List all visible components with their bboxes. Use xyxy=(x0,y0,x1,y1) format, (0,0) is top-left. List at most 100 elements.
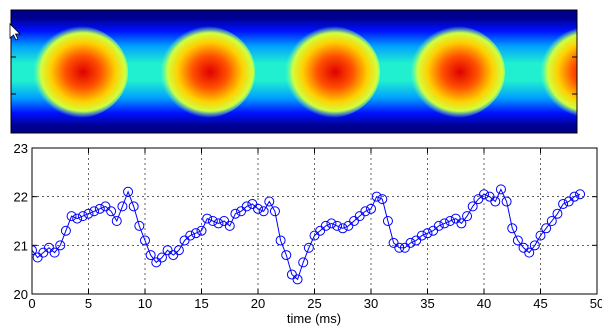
data-point xyxy=(445,216,456,226)
data-point xyxy=(309,230,320,241)
x-tick-labels: 0 5 10 15 20 25 30 35 40 45 50 xyxy=(28,296,602,311)
data-point xyxy=(94,203,105,214)
x-tick-label: 35 xyxy=(420,296,434,311)
y-tick-label: 22 xyxy=(14,190,28,205)
x-tick-label: 25 xyxy=(307,296,321,311)
heatmap-hotspot xyxy=(280,26,380,118)
data-point xyxy=(43,242,54,253)
data-point xyxy=(428,225,439,236)
cursor-icon xyxy=(9,23,21,41)
heatmap-hotspot xyxy=(535,26,577,118)
data-point xyxy=(55,240,66,251)
data-point xyxy=(38,247,49,258)
data-point xyxy=(405,237,416,248)
data-point xyxy=(89,206,100,217)
data-point xyxy=(371,191,382,202)
data-point xyxy=(241,201,252,212)
data-point xyxy=(495,184,506,195)
x-tick-label: 40 xyxy=(477,296,491,311)
line-plot-panel: 0 5 10 15 20 25 30 35 40 45 50 20 21 22 23 time (ms) xyxy=(14,141,602,326)
data-point xyxy=(388,237,399,248)
y-tick-labels: 20 21 22 23 xyxy=(14,141,28,302)
heatmap-frame xyxy=(10,9,578,134)
heatmap-hotspot xyxy=(155,26,255,118)
data-point xyxy=(151,257,162,268)
data-point xyxy=(83,208,94,219)
heatmap-hotspot xyxy=(405,26,505,118)
data-point xyxy=(224,220,235,231)
data-point xyxy=(507,223,518,234)
series-markers xyxy=(32,184,586,285)
data-point xyxy=(394,242,405,253)
data-point xyxy=(467,201,478,212)
data-point xyxy=(179,235,190,246)
data-point xyxy=(315,225,326,236)
y-tick-label: 21 xyxy=(14,238,28,253)
data-point xyxy=(264,196,275,207)
data-point xyxy=(111,216,122,226)
data-point xyxy=(552,208,563,219)
data-point xyxy=(269,206,280,217)
data-point xyxy=(156,252,167,263)
data-point xyxy=(343,220,354,231)
data-point xyxy=(32,252,43,263)
data-point xyxy=(399,242,410,253)
data-point xyxy=(490,196,501,207)
data-point xyxy=(100,201,111,212)
data-point xyxy=(450,213,461,224)
x-tick-label: 20 xyxy=(251,296,265,311)
data-point xyxy=(275,235,286,246)
data-point xyxy=(462,211,473,222)
data-point xyxy=(512,235,523,246)
data-point xyxy=(360,206,371,217)
data-point xyxy=(253,203,263,214)
data-point xyxy=(529,240,540,251)
data-point xyxy=(337,223,348,234)
x-tick-label: 30 xyxy=(364,296,378,311)
data-point xyxy=(558,198,569,209)
x-tick-label: 10 xyxy=(138,296,152,311)
data-point xyxy=(247,198,258,209)
data-point xyxy=(382,216,393,226)
data-point xyxy=(145,250,156,261)
data-point xyxy=(202,213,213,224)
data-point xyxy=(354,211,365,222)
data-point xyxy=(207,216,218,226)
data-point xyxy=(77,211,88,222)
data-point xyxy=(140,235,150,246)
data-point xyxy=(219,216,230,226)
data-point xyxy=(535,230,546,241)
data-point xyxy=(524,247,535,258)
series-line xyxy=(32,188,581,281)
x-tick-label: 50 xyxy=(590,296,602,311)
data-point xyxy=(173,245,184,256)
data-point xyxy=(569,191,580,202)
data-point xyxy=(479,189,489,200)
data-point xyxy=(575,189,586,200)
data-point xyxy=(281,250,292,261)
y-tick-label: 20 xyxy=(14,287,28,302)
data-point xyxy=(66,211,77,222)
data-point xyxy=(518,242,529,253)
data-point xyxy=(49,247,60,258)
data-point xyxy=(72,213,83,224)
data-point xyxy=(185,230,196,241)
data-point xyxy=(106,206,117,217)
data-point xyxy=(168,250,179,261)
data-point xyxy=(286,269,297,280)
data-point xyxy=(433,220,444,231)
data-point xyxy=(298,257,309,268)
data-point xyxy=(501,196,512,207)
data-point xyxy=(60,225,71,236)
heatmap-hotspot xyxy=(28,26,128,118)
data-point xyxy=(196,225,207,236)
data-point xyxy=(303,242,314,253)
data-point xyxy=(563,196,574,207)
data-point xyxy=(484,191,495,202)
x-axis-label: time (ms) xyxy=(287,311,341,326)
x-tick-label: 45 xyxy=(533,296,547,311)
data-point xyxy=(123,186,134,197)
data-point xyxy=(377,194,388,205)
data-point xyxy=(456,218,467,229)
